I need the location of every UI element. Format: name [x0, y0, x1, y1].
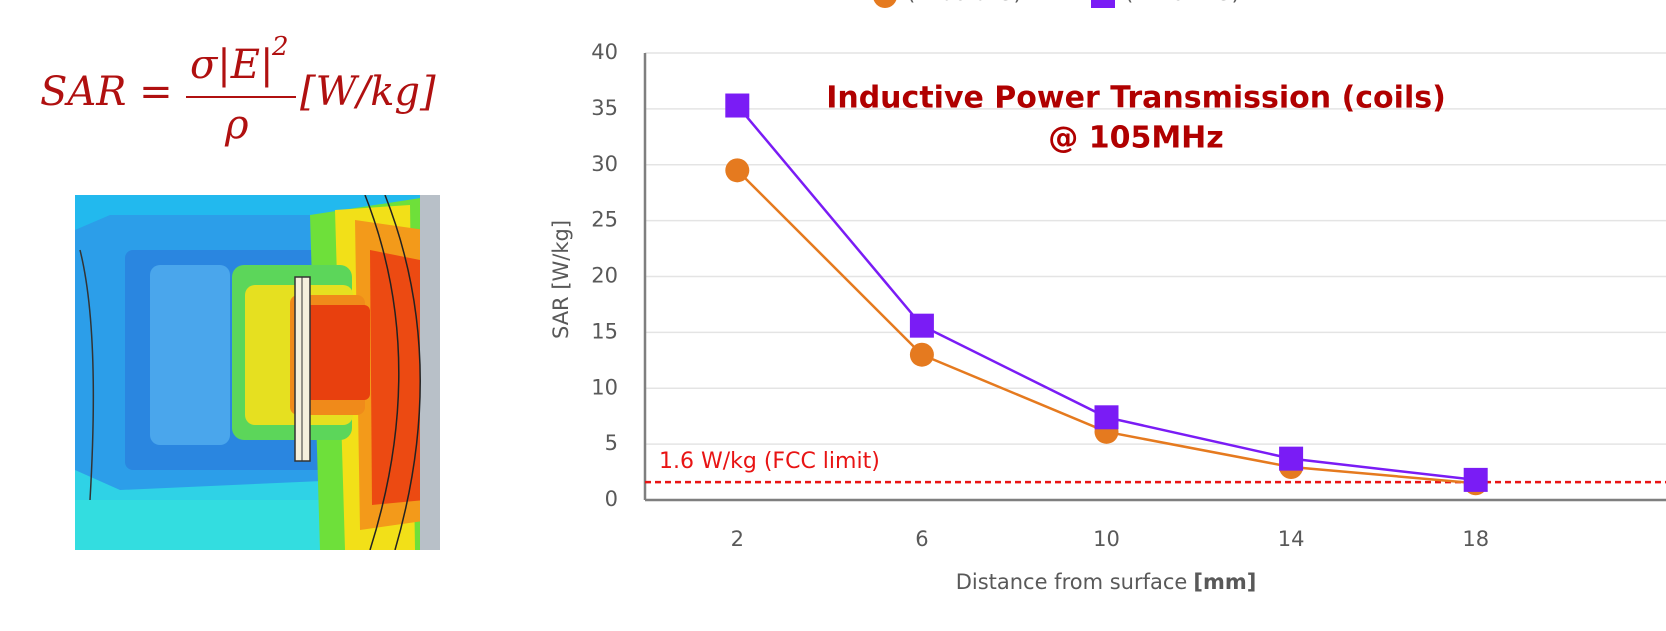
- x-label-unit: [mm]: [1193, 570, 1256, 594]
- x-tick-label: 6: [915, 527, 928, 551]
- x-tick-label: 2: [731, 527, 744, 551]
- data-point: [725, 93, 750, 118]
- x-label-text: Distance from surface: [956, 570, 1188, 594]
- data-point: [909, 313, 934, 338]
- y-tick-label: 0: [605, 487, 618, 511]
- formula-unit: [W/kg]: [300, 69, 436, 115]
- x-tick-label: 14: [1278, 527, 1305, 551]
- y-tick-label: 30: [591, 152, 618, 176]
- formula-lhs: SAR =: [40, 69, 173, 115]
- data-point: [909, 342, 934, 367]
- data-point: [1094, 405, 1119, 430]
- y-tick-label: 25: [591, 208, 618, 232]
- formula-numerator: σ|E|: [190, 42, 273, 88]
- legend-label: (f=86.815): [907, 0, 1022, 5]
- data-point: [725, 158, 750, 183]
- y-tick-label: 20: [591, 264, 618, 288]
- legend-marker: [1091, 0, 1115, 8]
- chart-title: Inductive Power Transmission (coils): [826, 81, 1446, 116]
- sar-heatmap: [75, 195, 440, 550]
- formula-exponent: 2: [271, 32, 289, 62]
- y-tick-label: 5: [605, 431, 618, 455]
- x-tick-label: 18: [1462, 527, 1489, 551]
- y-tick-label: 10: [591, 375, 618, 399]
- reference-label: 1.6 W/kg (FCC limit): [659, 449, 880, 474]
- y-tick-label: 35: [591, 96, 618, 120]
- data-point: [1463, 467, 1488, 492]
- x-tick-label: 10: [1093, 527, 1120, 551]
- y-tick-label: 15: [591, 319, 618, 343]
- data-point: [1279, 446, 1304, 471]
- x-axis-label: Distance from surface [mm]: [956, 570, 1257, 594]
- legend-label: (f=104.45): [1125, 0, 1240, 5]
- y-tick-label: 40: [591, 40, 618, 64]
- chart-title: @ 105MHz: [1048, 121, 1224, 156]
- y-axis-label: SAR [W/kg]: [549, 220, 573, 339]
- legend-marker: [873, 0, 897, 8]
- formula-denominator: ρ: [224, 102, 249, 148]
